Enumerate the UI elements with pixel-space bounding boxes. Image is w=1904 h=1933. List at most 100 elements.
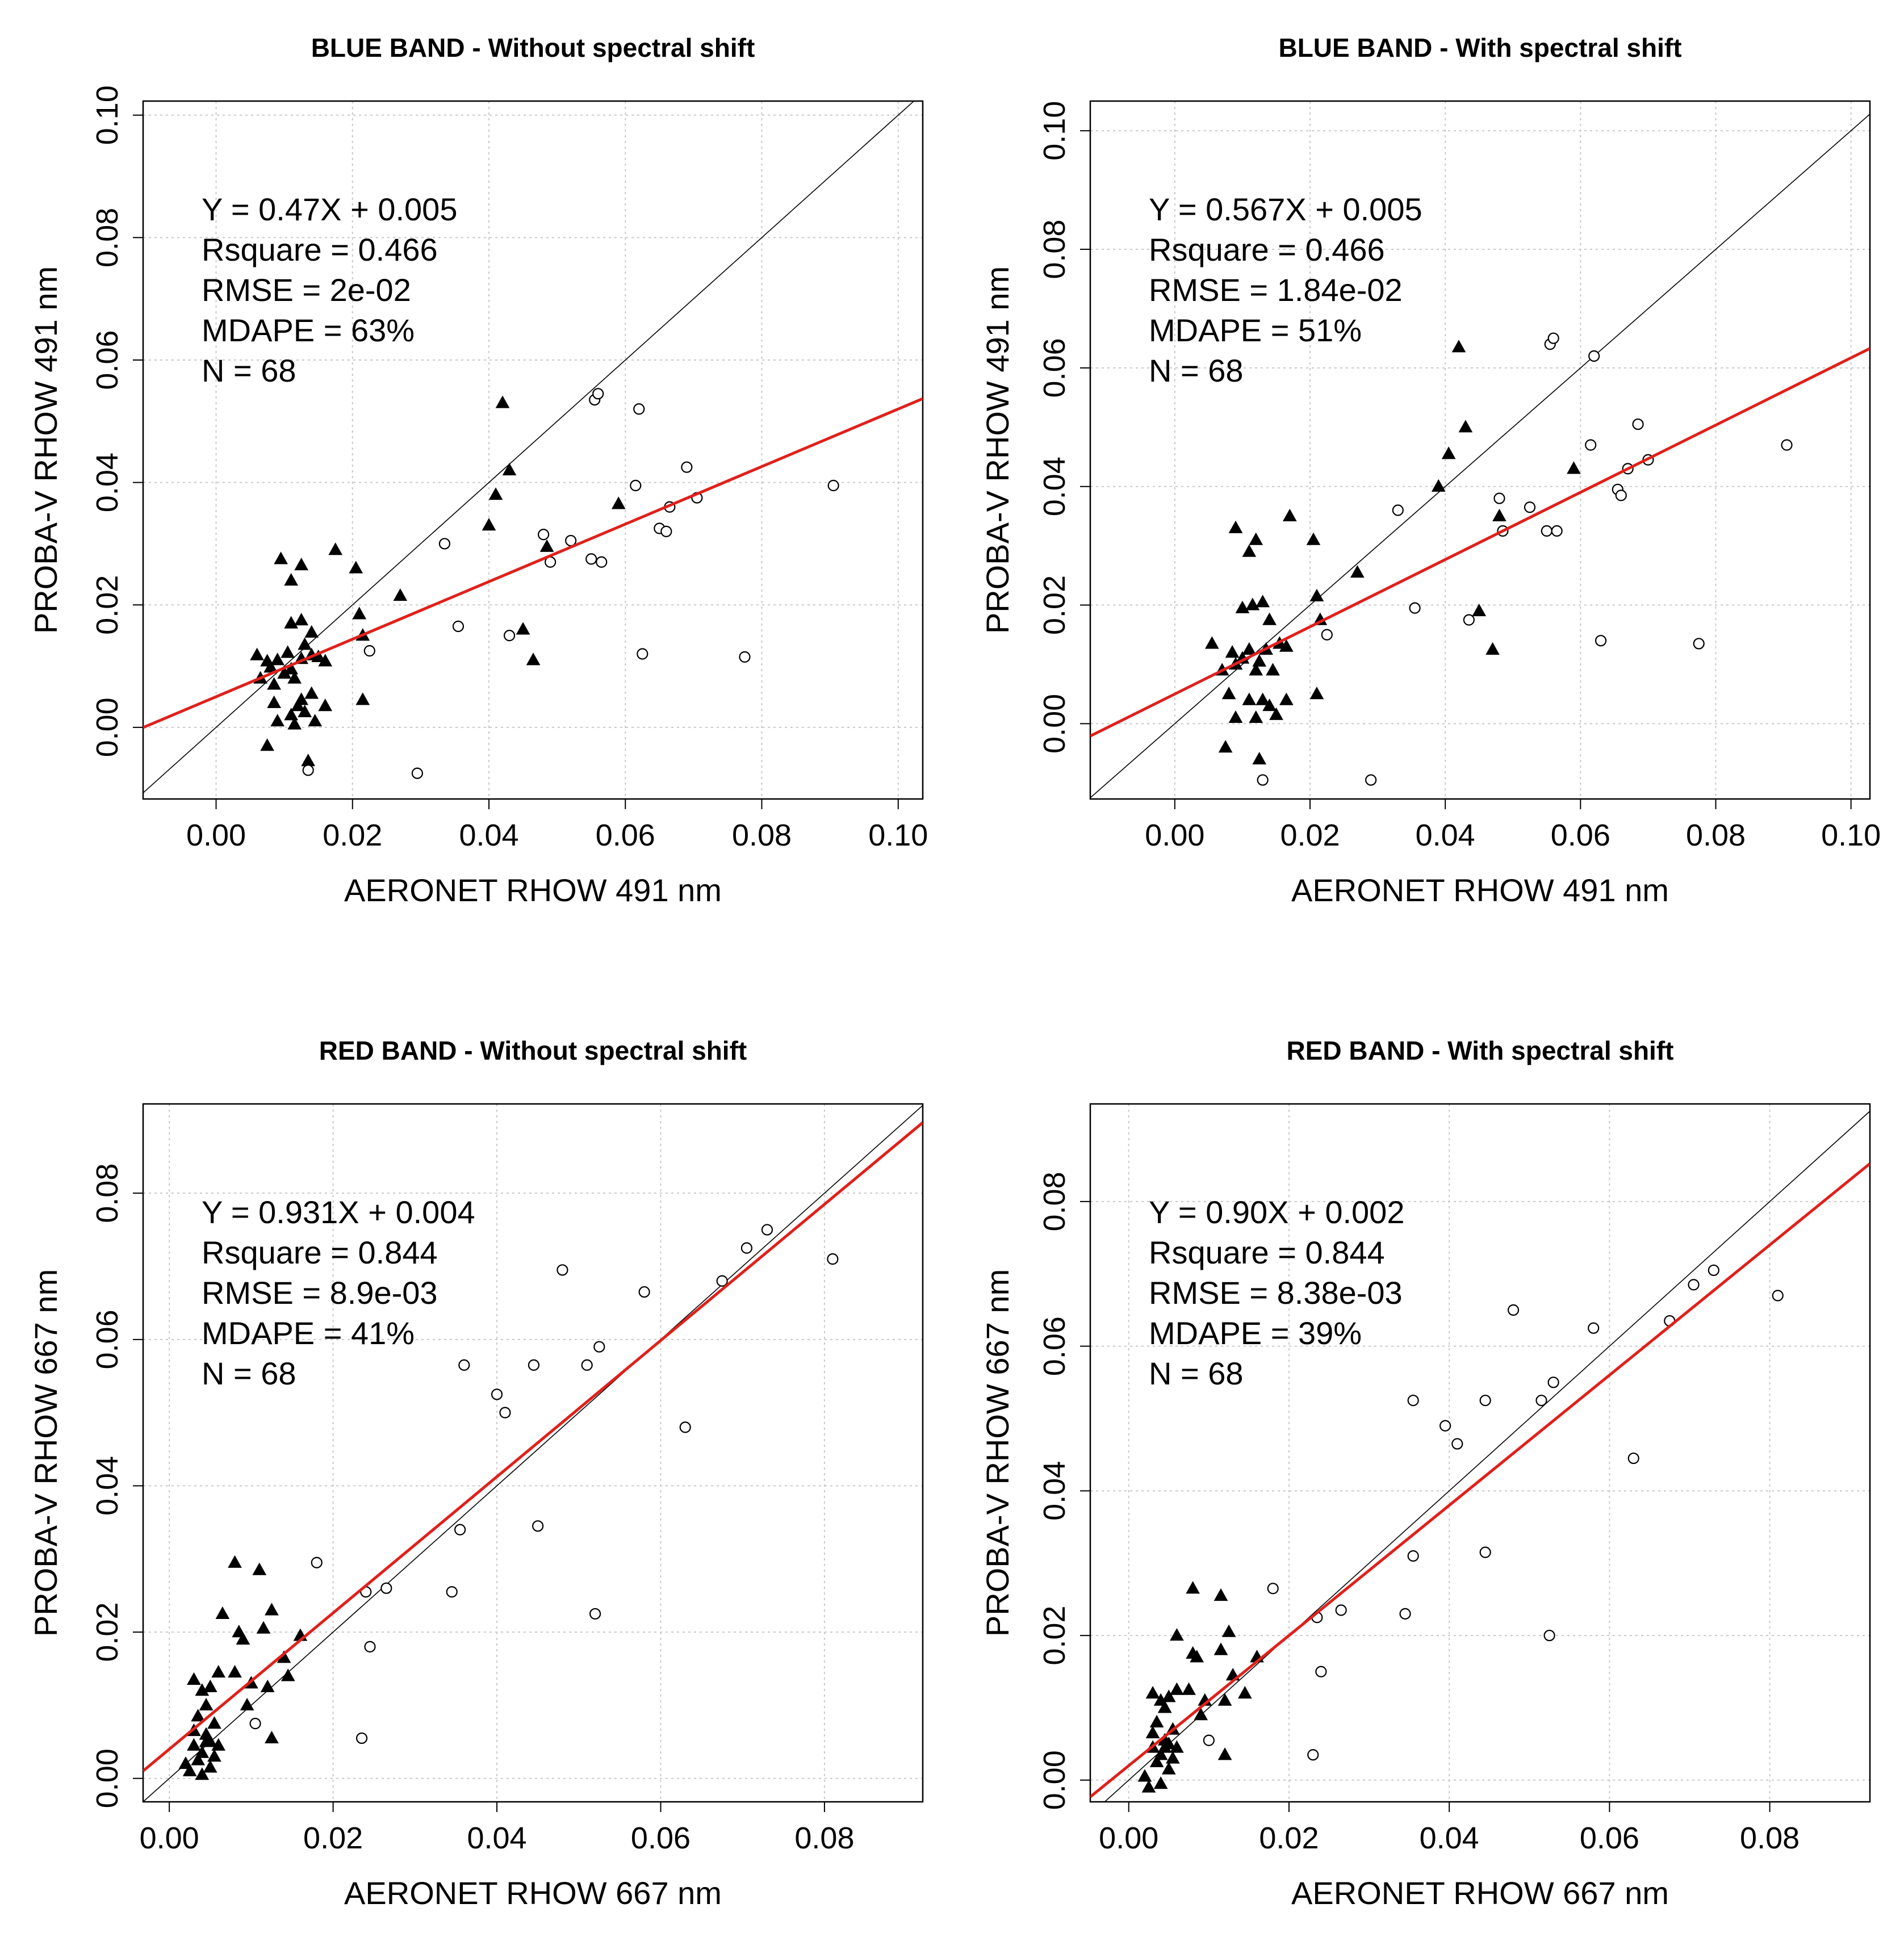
panel-red-with-shift: RED BAND - With spectral shift 0.00 0.02 0.…	[952, 966, 1903, 1933]
data-point-circle	[1307, 1749, 1319, 1761]
y-tick-label: 0.02	[1037, 1606, 1072, 1666]
y-tick-label: 0.08	[90, 1164, 124, 1223]
data-point-circle	[1439, 1420, 1451, 1432]
data-point-triangle	[1252, 752, 1267, 765]
data-point-triangle	[1228, 520, 1243, 533]
data-point-triangle	[352, 606, 367, 620]
data-point-triangle	[215, 1606, 230, 1620]
data-point-triangle	[195, 1683, 210, 1696]
data-point-triangle	[301, 754, 316, 767]
plot-frame	[1089, 1103, 1871, 1803]
data-point-circle	[1547, 332, 1559, 344]
data-point-circle	[458, 1359, 470, 1371]
series-triangles	[178, 1555, 308, 1780]
y-tick-label: 0.04	[1037, 1461, 1072, 1521]
series-triangles	[1137, 1581, 1264, 1793]
data-point-triangle	[263, 660, 278, 673]
y-tick-label: 0.04	[90, 1456, 124, 1516]
data-point-triangle	[1458, 420, 1473, 433]
data-point-triangle	[284, 616, 299, 629]
data-point-triangle	[260, 1679, 275, 1692]
stats-line: MDAPE = 41%	[202, 1315, 415, 1351]
data-point-circle	[1588, 350, 1600, 362]
data-point-triangle	[298, 637, 312, 650]
data-point-triangle	[277, 1650, 291, 1663]
data-point-triangle	[1249, 663, 1263, 676]
stats-line: Y = 0.47X + 0.005	[202, 191, 457, 227]
y-axis-label: PROBA-V RHOW 667 nm	[980, 1269, 1015, 1637]
data-point-triangle	[1431, 479, 1446, 492]
stats-line: RMSE = 1.84e-02	[1149, 272, 1403, 308]
y-tick-label: 0.02	[90, 1603, 124, 1662]
y-tick-label: 0.08	[90, 208, 124, 267]
data-point-triangle	[1279, 692, 1294, 705]
y-axis-label: PROBA-V RHOW 667 nm	[28, 1269, 64, 1637]
data-point-triangle	[1282, 508, 1297, 522]
data-point-circle	[1335, 1604, 1347, 1616]
data-point-circle	[1407, 1395, 1419, 1407]
data-point-circle	[528, 1359, 540, 1371]
data-point-triangle	[277, 666, 292, 679]
regression-line	[143, 1121, 923, 1772]
data-point-circle	[681, 461, 693, 473]
data-point-circle	[1479, 1546, 1491, 1558]
y-tick-label: 0.00	[1037, 694, 1072, 754]
data-point-circle	[593, 1341, 605, 1353]
data-point-circle	[380, 1582, 392, 1594]
x-tick-label: 0.10	[1821, 818, 1881, 852]
data-point-triangle	[1492, 508, 1507, 522]
data-point-circle	[1693, 638, 1705, 650]
data-point-triangle	[1157, 1700, 1172, 1713]
data-point-circle	[827, 1253, 839, 1265]
data-point-triangle	[1262, 612, 1277, 625]
data-point-circle	[1451, 1438, 1463, 1450]
y-tick-label: 0.06	[1037, 338, 1072, 398]
data-point-triangle	[1194, 1708, 1208, 1721]
data-point-circle	[1409, 602, 1421, 614]
y-tick-label: 0.06	[90, 330, 124, 390]
x-tick-label: 0.02	[323, 818, 382, 852]
x-axis-label: AERONET RHOW 491 nm	[344, 872, 722, 908]
data-point-triangle	[265, 1730, 279, 1744]
data-point-triangle	[1242, 642, 1257, 655]
data-point-triangle	[298, 704, 312, 718]
data-point-triangle	[182, 1763, 197, 1776]
data-point-triangle	[1161, 1762, 1176, 1775]
data-point-triangle	[294, 558, 309, 571]
x-axis-label: AERONET RHOW 491 nm	[1291, 872, 1669, 908]
x-tick-label: 0.02	[1280, 818, 1340, 852]
data-point-triangle	[191, 1752, 205, 1765]
data-point-triangle	[1213, 1642, 1228, 1655]
x-tick-label: 0.10	[868, 818, 928, 852]
y-tick-label: 0.00	[1037, 1750, 1072, 1810]
data-point-triangle	[1350, 565, 1365, 578]
data-point-triangle	[1161, 1689, 1176, 1702]
data-point-triangle	[281, 645, 295, 658]
chart-blue-without-shift: BLUE BAND - Without spectral shift 0.00 0.…	[28, 33, 928, 908]
data-point-circle	[355, 1732, 368, 1744]
x-axis-label: AERONET RHOW 667 nm	[1291, 1875, 1669, 1911]
data-point-triangle	[1242, 544, 1257, 557]
data-point-triangle	[1306, 532, 1321, 545]
data-point-triangle	[203, 1760, 217, 1773]
data-point-circle	[1479, 1395, 1491, 1407]
stats-line: Y = 0.931X + 0.004	[202, 1194, 475, 1230]
data-point-circle	[589, 1608, 601, 1620]
stats-line: Rsquare = 0.844	[202, 1235, 438, 1270]
y-tick-label: 0.04	[90, 453, 124, 512]
x-tick-label: 0.04	[467, 1821, 526, 1855]
stats-line: N = 68	[202, 353, 296, 388]
y-tick-label: 0.10	[90, 85, 124, 145]
x-tick-label: 0.04	[459, 818, 518, 852]
data-point-triangle	[1190, 1650, 1204, 1663]
x-tick-label: 0.08	[732, 818, 792, 852]
data-point-triangle	[1204, 636, 1219, 649]
data-point-circle	[660, 525, 672, 537]
data-point-circle	[1588, 1322, 1600, 1334]
data-point-triangle	[1279, 639, 1294, 652]
data-point-triangle	[1451, 340, 1466, 353]
data-point-triangle	[1252, 654, 1267, 667]
data-point-circle	[454, 1524, 466, 1535]
plot-frame	[142, 1103, 924, 1803]
x-axis-label: AERONET RHOW 667 nm	[344, 1875, 722, 1911]
